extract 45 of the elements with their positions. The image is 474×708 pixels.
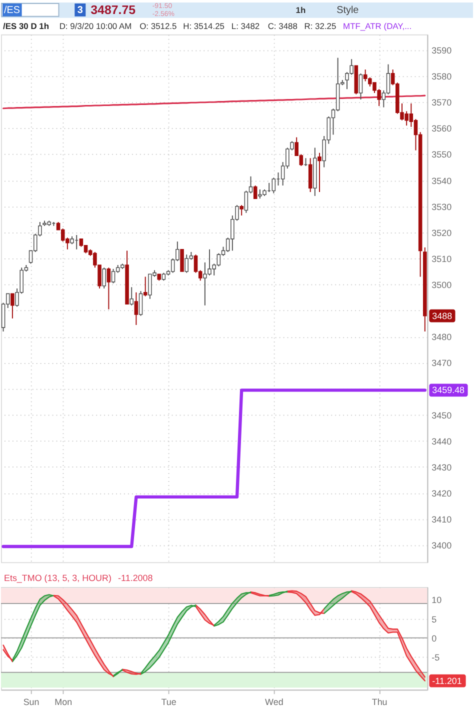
text: O: 3512.5 (140, 20, 178, 31)
chart-title: Ets_TMO (13, 5, 3, HOUR) (4, 573, 112, 584)
text: H: 3514.25 (183, 20, 225, 31)
x-tick-label: Wed (265, 697, 284, 708)
y-tick-label: 3580 (432, 72, 452, 82)
y-tick-label: -5 (432, 652, 440, 663)
annotation: 3459.48 (432, 385, 465, 396)
y-tick-label: 3420 (432, 488, 452, 499)
text: -11.2008 (118, 573, 153, 584)
y-tick-label: 3440 (432, 436, 452, 446)
y-tick-label: 3410 (432, 514, 452, 525)
text: C: 3488 (268, 20, 298, 31)
y-tick-label: 3510 (432, 254, 452, 264)
chart-title: /ES 30 D 1h (2, 20, 50, 31)
annotation: -11.201 (432, 676, 462, 686)
y-tick-label: 3570 (432, 98, 452, 108)
annotation: 3488 (432, 310, 452, 321)
x-tick-label: Tue (161, 697, 176, 708)
y-tick-label: 0 (432, 633, 437, 644)
x-tick-label: Sun (23, 697, 40, 708)
y-tick-label: 3470 (432, 358, 452, 368)
y-tick-label: 5 (432, 614, 437, 624)
text: Style (336, 4, 360, 16)
y-tick-label: 3530 (432, 202, 452, 212)
y-tick-label: 10 (432, 595, 442, 606)
y-tick-label: 3590 (432, 45, 452, 56)
x-tick-label: Thu (372, 697, 388, 708)
y-tick-label: 3430 (432, 462, 452, 472)
text: L: 3482 (231, 20, 260, 31)
y-tick-label: 3540 (432, 176, 452, 186)
y-tick-label: 3560 (432, 124, 452, 134)
text: R: 32.25 (304, 20, 337, 31)
text: MTF_ATR (DAY,... (343, 20, 412, 31)
text: 1h (296, 4, 306, 15)
x-tick-label: Mon (54, 697, 72, 708)
y-tick-label: 3520 (432, 228, 452, 238)
y-tick-label: 3500 (432, 280, 452, 290)
text: D: 9/3/20 10:00 AM (59, 20, 132, 31)
y-tick-label: 3400 (432, 540, 452, 551)
text: 3487.75 (90, 2, 136, 17)
y-tick-label: 3450 (432, 410, 452, 420)
y-tick-label: 3550 (432, 150, 452, 160)
y-tick-label: 3480 (432, 332, 452, 342)
text: 3 (77, 4, 84, 16)
text: /ES (4, 4, 20, 16)
